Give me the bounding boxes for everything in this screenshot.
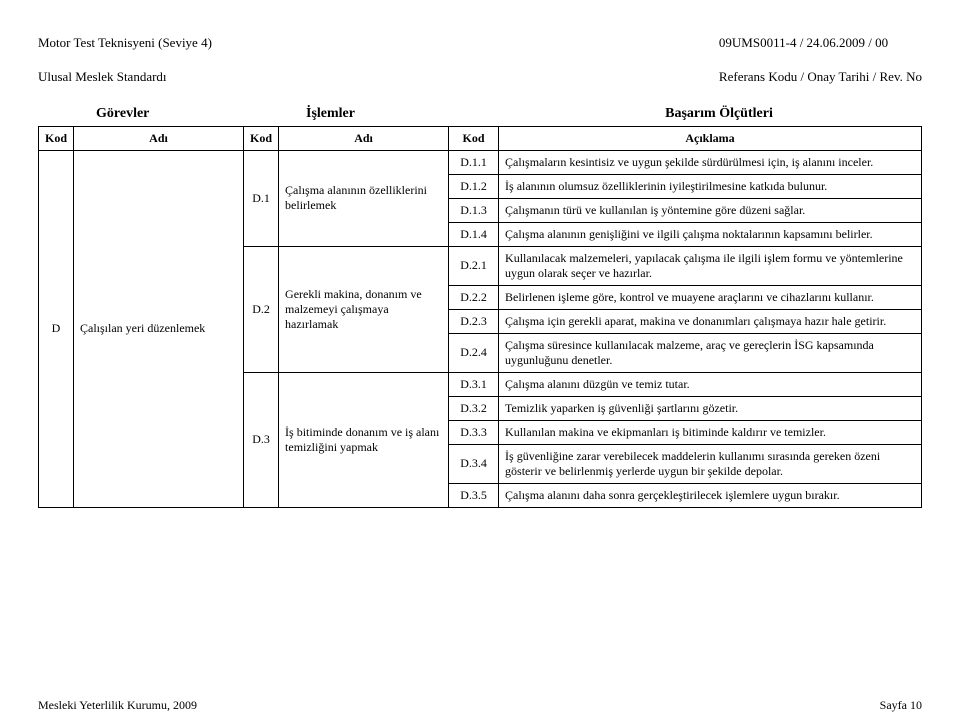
table-header-row: Kod Adı Kod Adı Kod Açıklama: [39, 126, 922, 150]
col-kod1: Kod: [39, 126, 74, 150]
section-title-islemler: İşlemler: [306, 106, 516, 122]
page-footer: Mesleki Yeterlilik Kurumu, 2009 Sayfa 10: [38, 698, 922, 713]
footer-left: Mesleki Yeterlilik Kurumu, 2009: [38, 698, 197, 713]
col-adi1: Adı: [74, 126, 244, 150]
header-right: 09UMS0011-4 / 24.06.2009 / 00 Referans K…: [719, 18, 922, 86]
col-kod2: Kod: [244, 126, 279, 150]
crit-kod: D.1.2: [449, 174, 499, 198]
crit-text: İş alanının olumsuz özelliklerinin iyile…: [499, 174, 922, 198]
crit-kod: D.1.1: [449, 150, 499, 174]
crit-text: Çalışma süresince kullanılacak malzeme, …: [499, 333, 922, 372]
crit-text: İş güvenliğine zarar verebilecek maddele…: [499, 444, 922, 483]
op-adi: Çalışma alanının özelliklerini belirleme…: [279, 150, 449, 246]
crit-kod: D.3.5: [449, 483, 499, 507]
crit-kod: D.1.3: [449, 198, 499, 222]
op-adi: İş bitiminde donanım ve iş alanı temizli…: [279, 372, 449, 507]
header-left-line2: Ulusal Meslek Standardı: [38, 69, 167, 84]
crit-text: Kullanılacak malzemeleri, yapılacak çalı…: [499, 246, 922, 285]
crit-text: Çalışma alanını daha sonra gerçekleştiri…: [499, 483, 922, 507]
task-adi: Çalışılan yeri düzenlemek: [74, 150, 244, 507]
col-kod3: Kod: [449, 126, 499, 150]
crit-text: Çalışma için gerekli aparat, makina ve d…: [499, 309, 922, 333]
crit-kod: D.2.4: [449, 333, 499, 372]
col-adi2: Adı: [279, 126, 449, 150]
page-header: Motor Test Teknisyeni (Seviye 4) Ulusal …: [38, 18, 922, 86]
crit-kod: D.3.1: [449, 372, 499, 396]
crit-text: Çalışma alanını düzgün ve temiz tutar.: [499, 372, 922, 396]
crit-kod: D.3.4: [449, 444, 499, 483]
crit-kod: D.2.2: [449, 285, 499, 309]
crit-kod: D.2.1: [449, 246, 499, 285]
section-title-gorevler: Görevler: [96, 106, 306, 122]
op-adi: Gerekli makina, donanım ve malzemeyi çal…: [279, 246, 449, 372]
crit-kod: D.3.2: [449, 396, 499, 420]
page-container: Motor Test Teknisyeni (Seviye 4) Ulusal …: [0, 0, 960, 518]
section-title-basarim: Başarım Ölçütleri: [516, 106, 922, 122]
header-left-line1: Motor Test Teknisyeni (Seviye 4): [38, 35, 212, 50]
header-left: Motor Test Teknisyeni (Seviye 4) Ulusal …: [38, 18, 212, 86]
footer-right: Sayfa 10: [880, 698, 922, 713]
crit-text: Belirlenen işleme göre, kontrol ve muaye…: [499, 285, 922, 309]
crit-text: Çalışmanın türü ve kullanılan iş yöntemi…: [499, 198, 922, 222]
crit-kod: D.1.4: [449, 222, 499, 246]
crit-text: Çalışma alanının genişliğini ve ilgili ç…: [499, 222, 922, 246]
crit-text: Temizlik yaparken iş güvenliği şartların…: [499, 396, 922, 420]
op-kod: D.3: [244, 372, 279, 507]
crit-text: Çalışmaların kesintisiz ve uygun şekilde…: [499, 150, 922, 174]
crit-text: Kullanılan makina ve ekipmanları iş biti…: [499, 420, 922, 444]
crit-kod: D.3.3: [449, 420, 499, 444]
table-row: D Çalışılan yeri düzenlemek D.1 Çalışma …: [39, 150, 922, 174]
task-kod: D: [39, 150, 74, 507]
crit-kod: D.2.3: [449, 309, 499, 333]
header-right-line2: Referans Kodu / Onay Tarihi / Rev. No: [719, 69, 922, 84]
op-kod: D.2: [244, 246, 279, 372]
op-kod: D.1: [244, 150, 279, 246]
section-titles: Görevler İşlemler Başarım Ölçütleri: [38, 106, 922, 122]
col-aciklama: Açıklama: [499, 126, 922, 150]
header-right-line1: 09UMS0011-4 / 24.06.2009 / 00: [719, 35, 888, 50]
main-table: Kod Adı Kod Adı Kod Açıklama D Çalışılan…: [38, 126, 922, 508]
